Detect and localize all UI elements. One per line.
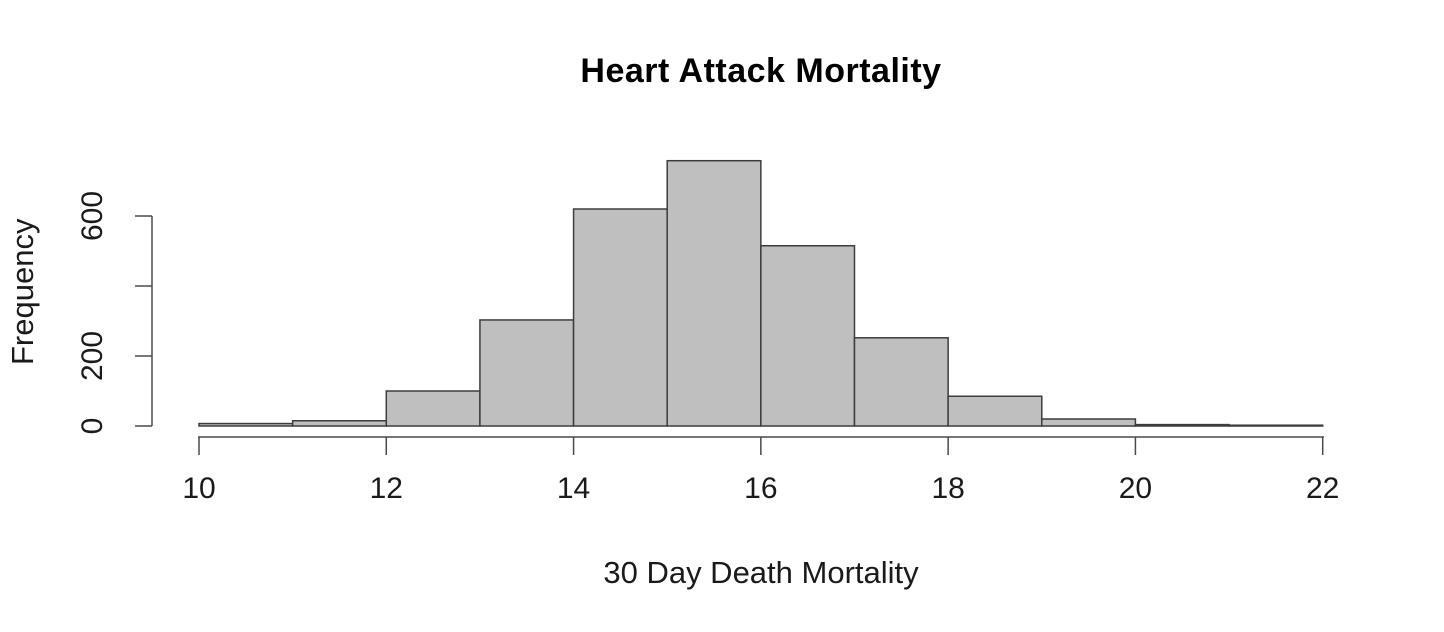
histogram-bar — [760, 245, 856, 427]
x-tick-label: 12 — [370, 472, 403, 505]
x-tick-label: 16 — [744, 472, 777, 505]
y-tick-label: 200 — [76, 331, 109, 381]
x-tick-label: 10 — [182, 472, 215, 505]
histogram-bar — [1041, 418, 1137, 427]
histogram-bar — [1134, 423, 1230, 427]
x-axis-label: 30 Day Death Mortality — [603, 555, 919, 590]
histogram-bar — [385, 390, 481, 427]
x-tick-label: 14 — [557, 472, 590, 505]
histogram-bar — [666, 159, 762, 427]
histogram-bar — [947, 395, 1043, 427]
histogram-bar — [1228, 424, 1324, 427]
histogram-bar — [479, 319, 575, 427]
x-tick-label: 20 — [1119, 472, 1152, 505]
x-tick-label: 18 — [931, 472, 964, 505]
histogram-bar — [572, 208, 668, 427]
chart-title: Heart Attack Mortality — [580, 52, 942, 90]
histogram-bar — [291, 420, 388, 427]
histogram-bar — [853, 337, 949, 427]
y-tick-label: 0 — [76, 418, 109, 435]
histogram-bar — [198, 422, 294, 427]
y-tick-label: 600 — [76, 191, 109, 241]
x-tick-label: 22 — [1306, 472, 1339, 505]
